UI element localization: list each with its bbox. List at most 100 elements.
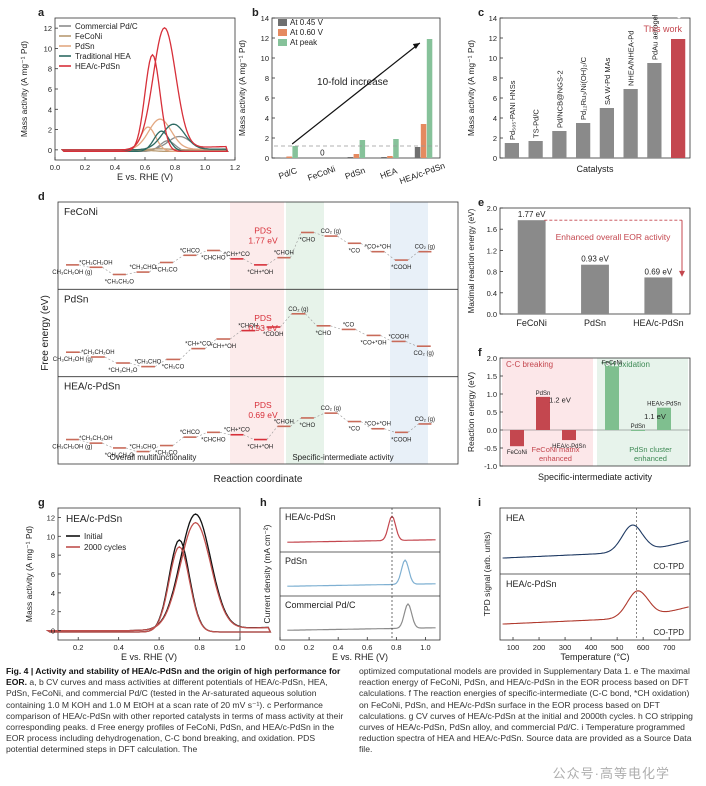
connector — [102, 442, 114, 449]
state-label: CO₂ (g) — [415, 417, 435, 423]
caption-right: optimized computational models are provi… — [359, 666, 700, 782]
y-axis-label: Mass activity (A mg⁻¹ Pd) — [466, 40, 476, 136]
group-note: enhanced — [634, 454, 667, 463]
x-tick-label: 1.0 — [235, 643, 245, 652]
category-label: FeCoNi — [507, 450, 527, 456]
connector — [305, 313, 317, 327]
y-tick-label: 8 — [48, 65, 52, 74]
x-tick-label: 0.8 — [391, 643, 401, 652]
panel-letter-i: i — [478, 497, 481, 509]
connector — [337, 235, 349, 244]
state-label: *COOH — [263, 332, 283, 338]
panel-letter-e: e — [478, 197, 484, 209]
subpanel-title: Commercial Pd/C — [285, 600, 356, 610]
y-tick-label: 0 — [493, 154, 497, 163]
state-label: *CH+*CO — [224, 252, 250, 258]
x-tick-label: 0.8 — [194, 643, 204, 652]
y-tick-label: 4 — [493, 114, 497, 123]
connector — [125, 447, 137, 452]
category-label: PdSn — [536, 391, 551, 397]
x-tick-label: 0.4 — [333, 643, 343, 652]
connector — [266, 426, 278, 440]
y-tick-label: 0.4 — [487, 289, 497, 298]
cv-curve-4 — [60, 27, 229, 153]
y-tick-label: 2 — [265, 134, 269, 143]
connector — [172, 436, 184, 446]
legend-label: 2000 cycles — [84, 543, 126, 552]
y-tick-label: 6 — [51, 570, 55, 579]
state-label: CH₃CH₂OH (g) — [52, 445, 92, 451]
y-tick-label: 8 — [51, 551, 55, 560]
category-label: NHEA/NHEA-Pd — [627, 31, 636, 86]
state-label: *COOH — [388, 334, 408, 340]
y-axis-label: Mass activity (A mg⁻¹ Pd) — [24, 526, 34, 622]
legend-swatch — [278, 19, 287, 26]
panel-h-frame — [279, 507, 441, 641]
panel-letter-a: a — [38, 7, 45, 19]
bar-1-0 — [605, 366, 619, 430]
connector — [129, 362, 142, 367]
connector — [179, 348, 192, 360]
connector — [78, 264, 90, 268]
legend-label: Commercial Pd/C — [75, 22, 138, 31]
connector — [78, 439, 90, 444]
state-label: *CHO — [316, 331, 332, 337]
bar-Pd/C-0 — [280, 157, 286, 158]
category-label: HEA/c-PdSn — [552, 444, 586, 450]
bar-1-1 — [631, 430, 645, 431]
this-work-label: This work — [643, 24, 682, 34]
y-axis-label: Free energy (eV) — [40, 295, 51, 371]
y-tick-label: 2.0 — [487, 354, 497, 363]
state-label: *CH₃CO — [155, 267, 178, 273]
state-label: *CHO — [300, 237, 316, 243]
annotation-label: Enhanced overall EOR activity — [556, 232, 672, 242]
connector — [102, 267, 114, 275]
connector — [196, 432, 208, 438]
subpanel-title: PdSn — [64, 294, 88, 305]
bar-HEA-2 — [393, 139, 399, 158]
state-label: CO₂ (g) — [321, 229, 341, 235]
group-note: PdSn cluster — [629, 445, 672, 454]
state-label: *CH+*CO — [185, 342, 211, 348]
y-tick-label: 1.2 — [487, 246, 497, 255]
zero-label: 0 — [320, 149, 325, 158]
caption-left: Fig. 4 | Activity and stability of HEA/c… — [6, 666, 347, 782]
bar-5 — [623, 89, 638, 158]
watermark-text: 公众号·高等电化学 — [552, 766, 670, 781]
bar-0-1 — [536, 396, 550, 430]
connector — [219, 432, 231, 436]
state-label: CO₂ (g) — [288, 307, 308, 313]
y-tick-label: 10 — [44, 44, 52, 53]
state-label: *CO — [349, 248, 361, 254]
x-tick-label: 200 — [533, 643, 546, 652]
subpanel-title: HEA/c-PdSn — [285, 512, 336, 522]
bar-2 — [644, 277, 673, 314]
x-tick-label: 0.2 — [73, 643, 83, 652]
y-tick-label: 2 — [51, 608, 55, 617]
panel-letter-c: c — [478, 7, 484, 19]
legend-swatch — [278, 29, 287, 36]
pds-label: PDS — [254, 400, 272, 410]
legend-label: FeCoNi — [75, 32, 102, 41]
x-tick-label: 0.6 — [140, 163, 150, 172]
value-label: 0.69 eV — [645, 267, 673, 276]
y-axis-label: Mass activity (A mg⁻¹ Pd) — [237, 40, 247, 136]
state-label: *CH₃CH₂OH — [79, 260, 112, 266]
bar-0 — [517, 220, 546, 314]
panel-letter-b: b — [252, 7, 259, 19]
bar-1-2 — [657, 407, 671, 430]
y-tick-label: 0.0 — [487, 426, 497, 435]
state-label: *CH₃CHO — [135, 360, 162, 366]
x-tick-label: 0.2 — [304, 643, 314, 652]
footer-label: Specific-intermediate activity — [292, 453, 393, 462]
connector — [104, 356, 117, 364]
category-label: Pd/C — [277, 165, 298, 181]
state-label: *CH₃CO — [155, 451, 178, 457]
y-tick-label: 12 — [489, 34, 497, 43]
category-label: HEA/c-PdSn — [398, 160, 447, 186]
value-label: 0.93 eV — [581, 255, 609, 264]
x-tick-label: 700 — [663, 643, 676, 652]
y-tick-label: 0 — [51, 627, 55, 636]
y-tick-label: 10 — [489, 54, 497, 63]
footer-label: Overall multifunctionality — [110, 453, 197, 462]
